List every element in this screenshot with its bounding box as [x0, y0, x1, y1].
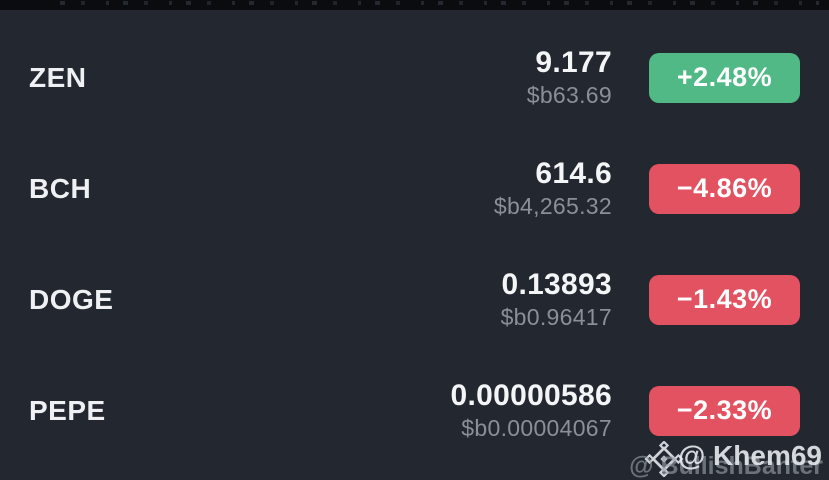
coin-row-pepe[interactable]: PEPE 0.00000586 $b0.00004067 −2.33%	[0, 355, 829, 466]
coin-price: 614.6	[535, 157, 612, 190]
coin-symbol: BCH	[29, 172, 92, 204]
coin-price-usd: $b0.96417	[500, 304, 612, 330]
price-stack: 614.6 $b4,265.32	[312, 156, 612, 221]
coin-symbol: ZEN	[29, 61, 87, 93]
watermark-handle-front: @ Khem69	[677, 440, 822, 471]
coin-row-zen[interactable]: ZEN 9.177 $b63.69 +2.48%	[0, 22, 829, 133]
change-badge[interactable]: +2.48%	[649, 52, 800, 103]
watermark-handle-back: @ BullishBanter	[629, 452, 823, 480]
change-badge[interactable]: −1.43%	[649, 274, 800, 325]
coin-row-bch[interactable]: BCH 614.6 $b4,265.32 −4.86%	[0, 133, 829, 244]
row-right-group: 614.6 $b4,265.32 −4.86%	[312, 156, 800, 221]
price-stack: 0.00000586 $b0.00004067	[312, 378, 612, 443]
coin-list: ZEN 9.177 $b63.69 +2.48% BCH 614.6 $b4,2…	[0, 10, 829, 480]
row-right-group: 0.00000586 $b0.00004067 −2.33%	[312, 378, 800, 443]
coin-price-usd: $b4,265.32	[493, 193, 612, 219]
price-stack: 9.177 $b63.69	[312, 45, 612, 110]
coin-price: 9.177	[535, 46, 612, 79]
coin-price-usd: $b63.69	[526, 82, 612, 108]
watermark: @ BullishBanter @ Khem69	[625, 434, 825, 480]
binance-logo-icon	[644, 441, 684, 477]
coin-symbol: PEPE	[29, 394, 106, 426]
row-right-group: 0.13893 $b0.96417 −1.43%	[312, 267, 800, 332]
coin-price-usd: $b0.00004067	[461, 415, 612, 441]
coin-row-doge[interactable]: DOGE 0.13893 $b0.96417 −1.43%	[0, 244, 829, 355]
change-badge[interactable]: −2.33%	[649, 385, 800, 436]
cropped-text-strip	[0, 0, 829, 10]
change-badge[interactable]: −4.86%	[649, 163, 800, 214]
coin-price: 0.13893	[501, 268, 612, 301]
coin-price: 0.00000586	[450, 379, 612, 412]
row-right-group: 9.177 $b63.69 +2.48%	[312, 45, 800, 110]
coin-symbol: DOGE	[29, 283, 114, 315]
price-stack: 0.13893 $b0.96417	[312, 267, 612, 332]
